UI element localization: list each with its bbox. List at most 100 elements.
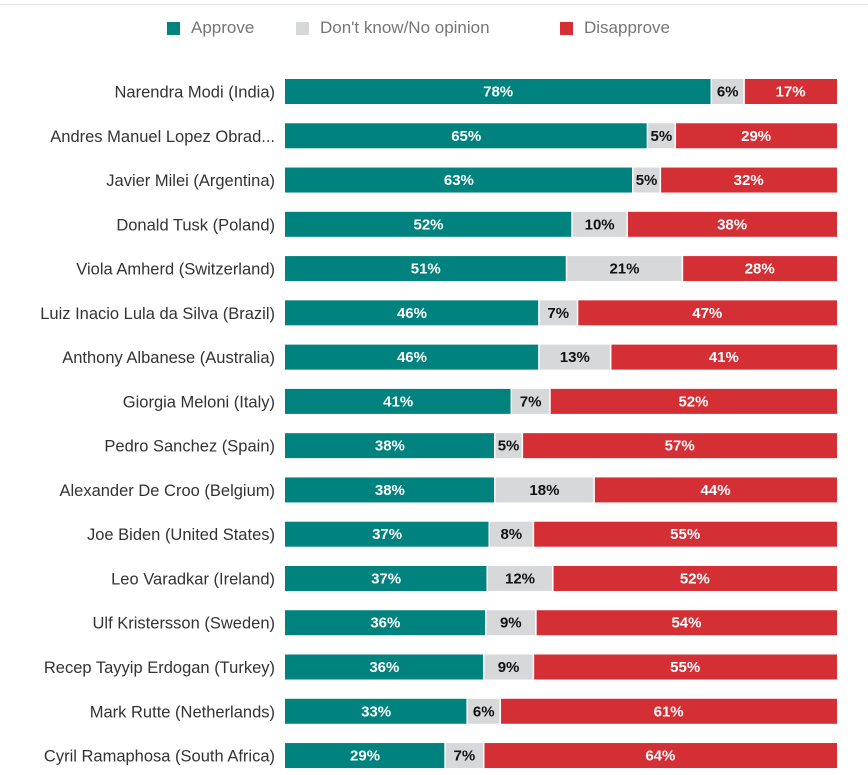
bar-segment-approve[interactable] bbox=[285, 610, 485, 636]
bar-segment-approve[interactable] bbox=[285, 433, 495, 459]
data-label-approve: 46% bbox=[397, 305, 427, 322]
category-label: Narendra Modi (India) bbox=[115, 84, 276, 102]
bar-segment-disapprove[interactable] bbox=[534, 654, 837, 680]
bar-segment-don-t-know-no-opinion[interactable] bbox=[572, 211, 627, 237]
bar-segment-disapprove[interactable] bbox=[536, 610, 837, 636]
data-label-disapprove: 29% bbox=[741, 128, 771, 145]
data-label-disapprove: 28% bbox=[745, 261, 775, 278]
bar-segment-approve[interactable] bbox=[285, 388, 511, 414]
data-label-don-t-know-no-opinion: 12% bbox=[505, 570, 535, 587]
legend-swatch-approve bbox=[167, 21, 180, 35]
data-label-don-t-know-no-opinion: 6% bbox=[473, 703, 495, 720]
data-label-disapprove: 52% bbox=[678, 393, 708, 410]
bar-segment-disapprove[interactable] bbox=[744, 79, 837, 104]
bar-segment-approve[interactable] bbox=[285, 344, 539, 370]
bar-segment-don-t-know-no-opinion[interactable] bbox=[467, 698, 500, 724]
bar-segment-approve[interactable] bbox=[285, 743, 445, 769]
data-label-approve: 29% bbox=[350, 748, 380, 765]
bar-segment-disapprove[interactable] bbox=[683, 256, 837, 282]
category-label: Alexander De Croo (Belgium) bbox=[59, 482, 275, 500]
bar-segment-approve[interactable] bbox=[285, 654, 483, 680]
data-label-approve: 36% bbox=[370, 615, 400, 632]
bar-segment-don-t-know-no-opinion[interactable] bbox=[495, 477, 594, 503]
legend-item-dont-know[interactable]: Don't know/No opinion bbox=[296, 17, 490, 39]
data-label-approve: 41% bbox=[383, 393, 413, 410]
bar-segment-approve[interactable] bbox=[285, 79, 711, 104]
bar-segment-don-t-know-no-opinion[interactable] bbox=[633, 167, 660, 193]
data-label-disapprove: 32% bbox=[734, 172, 764, 189]
bar-segment-disapprove[interactable] bbox=[534, 521, 837, 547]
bar-segment-disapprove[interactable] bbox=[594, 477, 837, 503]
bar-segment-don-t-know-no-opinion[interactable] bbox=[486, 610, 536, 636]
bar-segment-approve[interactable] bbox=[285, 300, 539, 326]
category-label: Luiz Inacio Lula da Silva (Brazil) bbox=[40, 305, 275, 323]
category-label: Anthony Albanese (Australia) bbox=[62, 349, 275, 367]
bar-segment-don-t-know-no-opinion[interactable] bbox=[712, 79, 744, 104]
data-label-don-t-know-no-opinion: 5% bbox=[498, 438, 520, 455]
legend-swatch-dont-know bbox=[296, 21, 309, 35]
bar-row: Donald Tusk (Poland) 52% 10% 38% bbox=[116, 211, 837, 237]
data-label-approve: 38% bbox=[375, 482, 405, 499]
data-label-don-t-know-no-opinion: 9% bbox=[500, 615, 522, 632]
data-label-don-t-know-no-opinion: 7% bbox=[520, 393, 542, 410]
data-label-approve: 78% bbox=[483, 84, 513, 101]
bar-segment-approve[interactable] bbox=[285, 123, 647, 149]
bar-row: Giorgia Meloni (Italy) 41% 7% 52% bbox=[123, 388, 837, 414]
bar-segment-disapprove[interactable] bbox=[661, 167, 837, 193]
category-label: Pedro Sanchez (Spain) bbox=[104, 438, 275, 456]
data-label-disapprove: 17% bbox=[776, 84, 806, 101]
data-label-disapprove: 64% bbox=[645, 748, 675, 765]
bar-segment-don-t-know-no-opinion[interactable] bbox=[487, 565, 553, 591]
bar-segment-disapprove[interactable] bbox=[578, 300, 837, 326]
data-label-disapprove: 38% bbox=[717, 216, 747, 233]
category-label: Leo Varadkar (Ireland) bbox=[111, 570, 275, 588]
bar-segment-disapprove[interactable] bbox=[627, 211, 837, 237]
data-label-approve: 63% bbox=[444, 172, 474, 189]
category-label: Viola Amherd (Switzerland) bbox=[76, 261, 275, 279]
bar-segment-approve[interactable] bbox=[285, 256, 566, 282]
bar-segment-don-t-know-no-opinion[interactable] bbox=[495, 433, 522, 459]
legend: Approve Don't know/No opinion Disapprove bbox=[0, 17, 868, 39]
bar-segment-don-t-know-no-opinion[interactable] bbox=[512, 388, 550, 414]
data-label-don-t-know-no-opinion: 10% bbox=[585, 216, 615, 233]
data-label-don-t-know-no-opinion: 7% bbox=[454, 748, 476, 765]
legend-label-approve: Approve bbox=[191, 18, 255, 37]
data-label-approve: 36% bbox=[369, 659, 399, 676]
bar-segment-disapprove[interactable] bbox=[501, 698, 837, 724]
bar-segment-don-t-know-no-opinion[interactable] bbox=[489, 521, 533, 547]
data-label-approve: 33% bbox=[361, 703, 391, 720]
bar-row: Viola Amherd (Switzerland) 51% 21% 28% bbox=[76, 256, 837, 282]
bar-segment-don-t-know-no-opinion[interactable] bbox=[445, 743, 483, 769]
bar-segment-approve[interactable] bbox=[285, 698, 467, 724]
data-label-don-t-know-no-opinion: 18% bbox=[529, 482, 559, 499]
bar-segment-disapprove[interactable] bbox=[611, 344, 837, 370]
bar-segment-don-t-know-no-opinion[interactable] bbox=[539, 300, 577, 326]
bar-segment-approve[interactable] bbox=[285, 521, 489, 547]
bar-segment-disapprove[interactable] bbox=[676, 123, 837, 149]
bar-segment-don-t-know-no-opinion[interactable] bbox=[648, 123, 675, 149]
bar-segment-don-t-know-no-opinion[interactable] bbox=[539, 344, 610, 370]
category-label: Javier Milei (Argentina) bbox=[106, 172, 275, 190]
bar-segment-don-t-know-no-opinion[interactable] bbox=[484, 654, 533, 680]
data-label-approve: 37% bbox=[372, 526, 402, 543]
data-label-approve: 52% bbox=[414, 216, 444, 233]
category-label: Donald Tusk (Poland) bbox=[116, 216, 275, 234]
legend-item-disapprove[interactable]: Disapprove bbox=[560, 17, 670, 39]
data-label-approve: 46% bbox=[397, 349, 427, 366]
legend-item-approve[interactable]: Approve bbox=[167, 17, 254, 39]
bar-segment-disapprove[interactable] bbox=[484, 743, 837, 769]
bar-segment-disapprove[interactable] bbox=[523, 433, 837, 459]
bar-segment-approve[interactable] bbox=[285, 477, 495, 503]
bar-segment-approve[interactable] bbox=[285, 167, 633, 193]
bar-segment-don-t-know-no-opinion[interactable] bbox=[567, 256, 682, 282]
bar-segment-approve[interactable] bbox=[285, 211, 572, 237]
bar-row: Luiz Inacio Lula da Silva (Brazil) 46% 7% 4… bbox=[40, 300, 837, 326]
data-label-disapprove: 44% bbox=[701, 482, 731, 499]
data-label-disapprove: 54% bbox=[671, 615, 701, 632]
bar-segment-disapprove[interactable] bbox=[550, 388, 837, 414]
bar-row: Narendra Modi (India) 78% 6% 17% bbox=[115, 79, 837, 104]
category-label: Recep Tayyip Erdogan (Turkey) bbox=[44, 659, 275, 677]
bar-segment-disapprove[interactable] bbox=[553, 565, 837, 591]
bar-segment-approve[interactable] bbox=[285, 565, 487, 591]
